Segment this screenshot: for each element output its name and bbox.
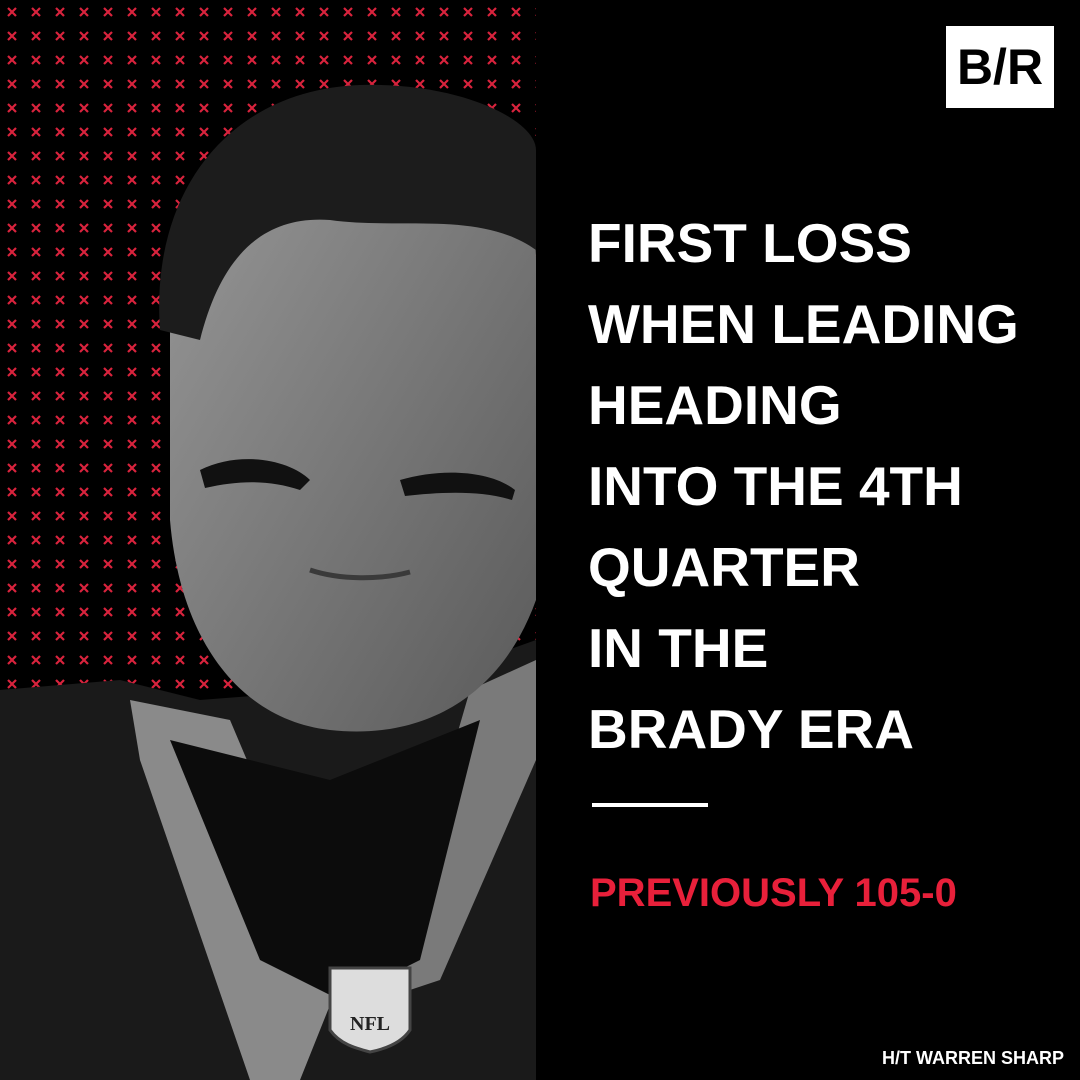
headline-line: FIRST LOSS: [588, 212, 912, 274]
credit: H/T WARREN SHARP: [882, 1048, 1064, 1068]
logo-text: B/R: [957, 39, 1043, 95]
headline-line: INTO THE 4TH: [588, 455, 963, 517]
headline-line: HEADING: [588, 374, 842, 436]
headline-line: IN THE: [588, 617, 768, 679]
logo-box: [946, 26, 1054, 108]
logo: B/R: [946, 26, 1054, 108]
highlight: PREVIOUSLY 105-0: [590, 871, 957, 915]
headline-line: BRADY ERA: [588, 698, 914, 760]
headline-line: WHEN LEADING: [588, 293, 1019, 355]
badge-text: NFL: [350, 1013, 390, 1035]
player-photo: NFL: [0, 84, 537, 1080]
headline-line: QUARTER: [588, 536, 860, 598]
headline: FIRST LOSS WHEN LEADING HEADING INTO THE 4T…: [588, 212, 1019, 760]
